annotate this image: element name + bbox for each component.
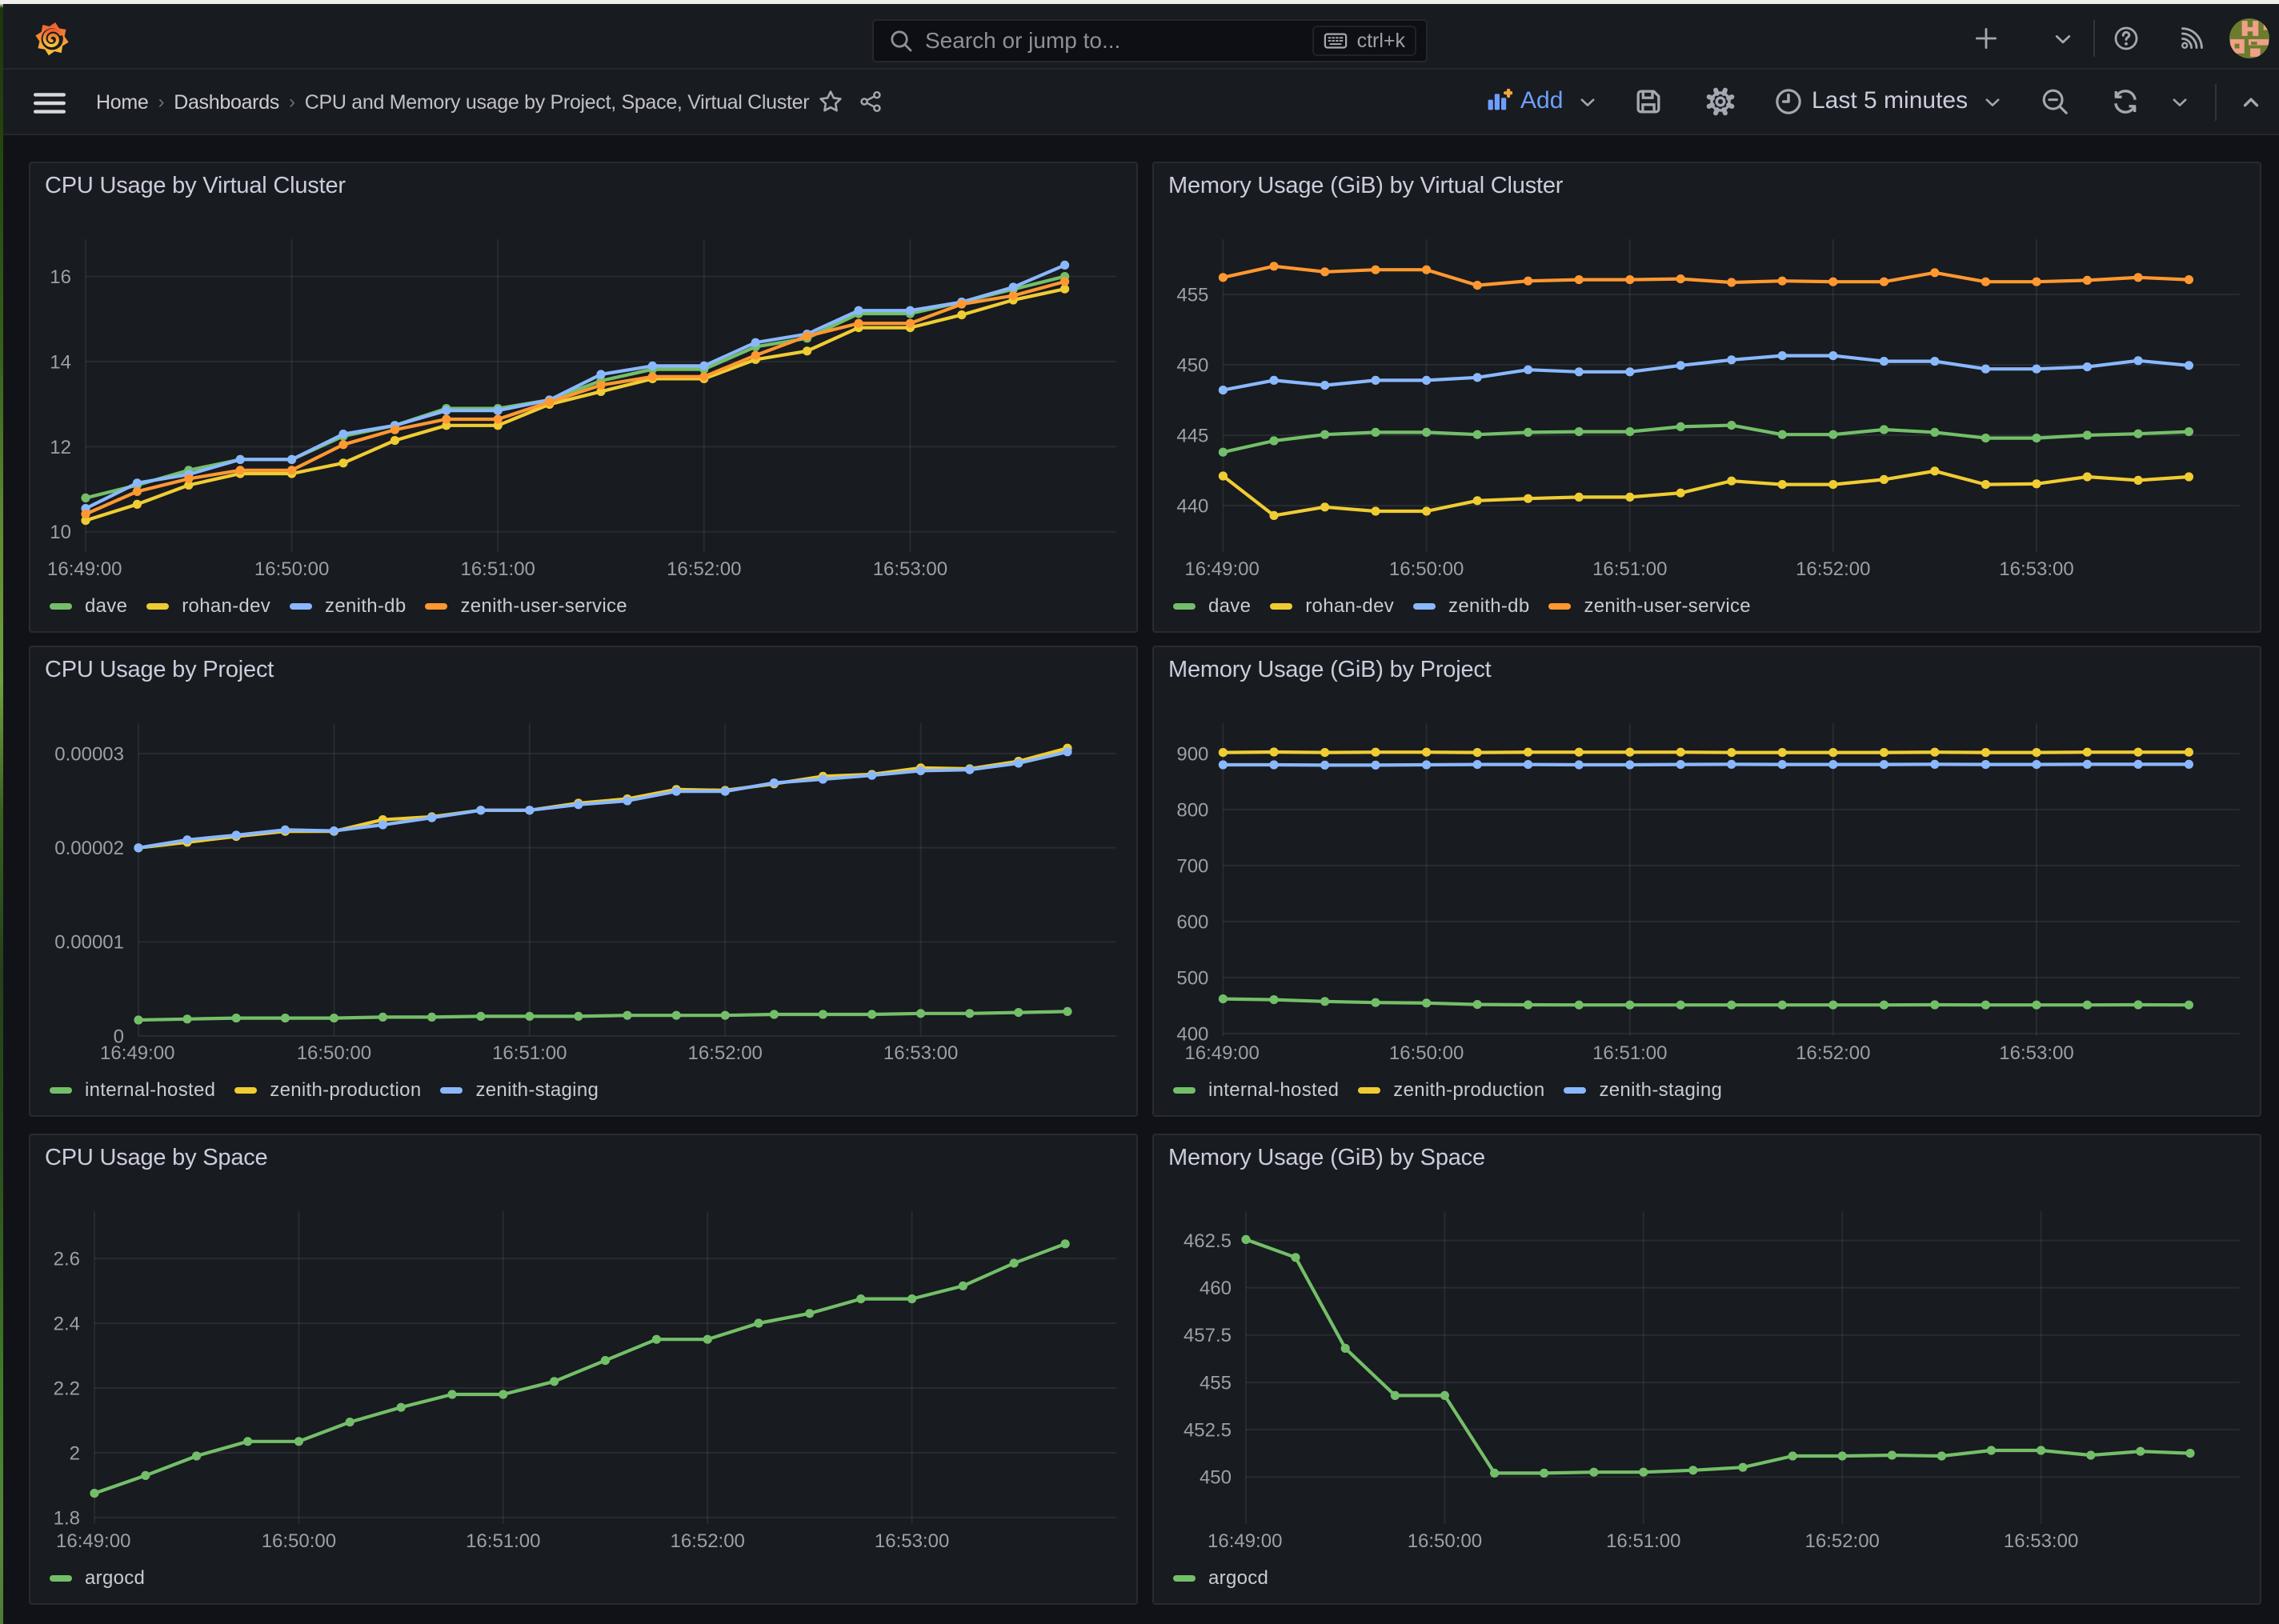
svg-text:16:49:00: 16:49:00 — [1208, 1530, 1282, 1552]
svg-text:2: 2 — [70, 1442, 80, 1464]
svg-text:16:52:00: 16:52:00 — [670, 1530, 744, 1552]
svg-text:16:50:00: 16:50:00 — [1389, 558, 1464, 580]
svg-text:445: 445 — [1176, 425, 1208, 446]
svg-text:0.00001: 0.00001 — [54, 932, 124, 954]
svg-text:10: 10 — [50, 522, 71, 543]
svg-text:457.5: 457.5 — [1184, 1325, 1232, 1346]
svg-text:16:50:00: 16:50:00 — [297, 1042, 371, 1064]
svg-text:16:52:00: 16:52:00 — [1796, 558, 1870, 580]
svg-text:16:53:00: 16:53:00 — [873, 558, 947, 580]
svg-text:460: 460 — [1200, 1278, 1232, 1299]
svg-text:452.5: 452.5 — [1184, 1419, 1232, 1441]
svg-text:500: 500 — [1176, 967, 1208, 989]
svg-text:16:52:00: 16:52:00 — [687, 1042, 762, 1064]
svg-text:450: 450 — [1176, 354, 1208, 376]
svg-text:16:49:00: 16:49:00 — [56, 1530, 130, 1552]
svg-text:800: 800 — [1176, 799, 1208, 821]
svg-text:1.8: 1.8 — [54, 1507, 80, 1529]
svg-text:16:51:00: 16:51:00 — [460, 558, 535, 580]
svg-text:700: 700 — [1176, 855, 1208, 877]
svg-text:0.00002: 0.00002 — [54, 838, 124, 859]
svg-text:2.6: 2.6 — [54, 1248, 80, 1270]
svg-text:0.00003: 0.00003 — [54, 743, 124, 765]
svg-text:16:50:00: 16:50:00 — [1408, 1530, 1482, 1552]
svg-text:900: 900 — [1176, 743, 1208, 765]
svg-text:16:52:00: 16:52:00 — [1796, 1042, 1870, 1064]
svg-text:16: 16 — [50, 266, 71, 288]
svg-text:455: 455 — [1200, 1372, 1232, 1394]
svg-text:14: 14 — [50, 351, 71, 373]
svg-text:16:49:00: 16:49:00 — [100, 1042, 174, 1064]
svg-text:16:49:00: 16:49:00 — [1184, 1042, 1259, 1064]
svg-text:16:50:00: 16:50:00 — [262, 1530, 336, 1552]
svg-text:16:53:00: 16:53:00 — [2004, 1530, 2078, 1552]
svg-text:12: 12 — [50, 437, 71, 458]
svg-text:400: 400 — [1176, 1023, 1208, 1045]
svg-text:2.4: 2.4 — [54, 1313, 80, 1334]
svg-text:16:51:00: 16:51:00 — [466, 1530, 540, 1552]
svg-text:16:52:00: 16:52:00 — [1804, 1530, 1879, 1552]
svg-text:16:53:00: 16:53:00 — [883, 1042, 958, 1064]
svg-text:16:51:00: 16:51:00 — [1592, 558, 1667, 580]
svg-text:16:51:00: 16:51:00 — [1592, 1042, 1667, 1064]
svg-text:455: 455 — [1176, 284, 1208, 306]
svg-text:600: 600 — [1176, 911, 1208, 933]
svg-text:16:51:00: 16:51:00 — [492, 1042, 567, 1064]
svg-text:16:49:00: 16:49:00 — [47, 558, 122, 580]
svg-text:440: 440 — [1176, 495, 1208, 517]
svg-text:16:53:00: 16:53:00 — [1999, 1042, 2073, 1064]
svg-text:16:53:00: 16:53:00 — [1999, 558, 2073, 580]
svg-text:450: 450 — [1200, 1467, 1232, 1489]
svg-text:16:53:00: 16:53:00 — [875, 1530, 949, 1552]
svg-text:16:49:00: 16:49:00 — [1184, 558, 1259, 580]
svg-text:462.5: 462.5 — [1184, 1230, 1232, 1252]
svg-text:16:52:00: 16:52:00 — [667, 558, 741, 580]
svg-text:2.2: 2.2 — [54, 1378, 80, 1399]
svg-text:16:50:00: 16:50:00 — [1389, 1042, 1464, 1064]
svg-text:16:50:00: 16:50:00 — [254, 558, 329, 580]
svg-text:0: 0 — [114, 1026, 124, 1047]
svg-text:16:51:00: 16:51:00 — [1606, 1530, 1680, 1552]
